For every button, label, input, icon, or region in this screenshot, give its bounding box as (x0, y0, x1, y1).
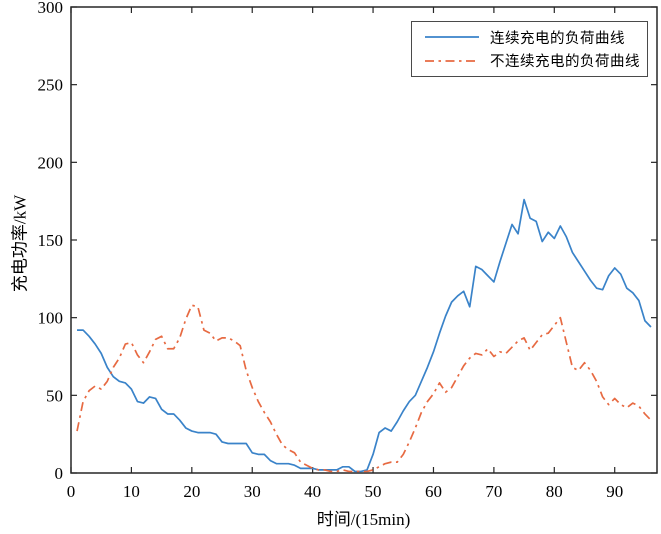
x-tick-label: 60 (425, 482, 442, 501)
x-tick-label: 30 (244, 482, 261, 501)
y-tick-label: 100 (38, 309, 64, 328)
x-tick-label: 90 (606, 482, 623, 501)
x-tick-label: 70 (485, 482, 502, 501)
x-tick-label: 0 (67, 482, 76, 501)
x-axis-title-wrap: 时间/(15min) (0, 505, 661, 530)
x-axis-title: 时间/(15min) (316, 510, 411, 529)
legend-box: 连续充电的负荷曲线 不连续充电的负荷曲线 (411, 21, 648, 77)
series-line-continuous (77, 198, 652, 473)
dashdot-line-sample-icon (425, 59, 479, 62)
x-tick-label: 80 (546, 482, 563, 501)
legend-item-continuous: 连续充电的负荷曲线 (424, 27, 641, 48)
x-tick-label: 40 (304, 482, 321, 501)
y-tick-label: 250 (38, 76, 64, 95)
y-tick-label: 200 (38, 153, 64, 172)
legend-item-discontinuous: 不连续充电的负荷曲线 (424, 50, 641, 71)
x-tick-label: 10 (123, 482, 140, 501)
legend-label-discontinuous: 不连续充电的负荷曲线 (490, 54, 640, 71)
x-tick-label: 50 (365, 482, 382, 501)
x-tick-label: 20 (183, 482, 200, 501)
y-tick-label: 300 (38, 0, 64, 17)
series-line-discontinuous (76, 304, 652, 473)
continuous-line-sample-icon (425, 36, 479, 39)
y-tick-label: 150 (38, 231, 64, 250)
y-axis-title: 充电功率/kW (10, 194, 30, 293)
y-tick-label: 0 (55, 464, 64, 483)
legend-label-continuous: 连续充电的负荷曲线 (490, 30, 625, 47)
y-tick-label: 50 (46, 386, 63, 405)
